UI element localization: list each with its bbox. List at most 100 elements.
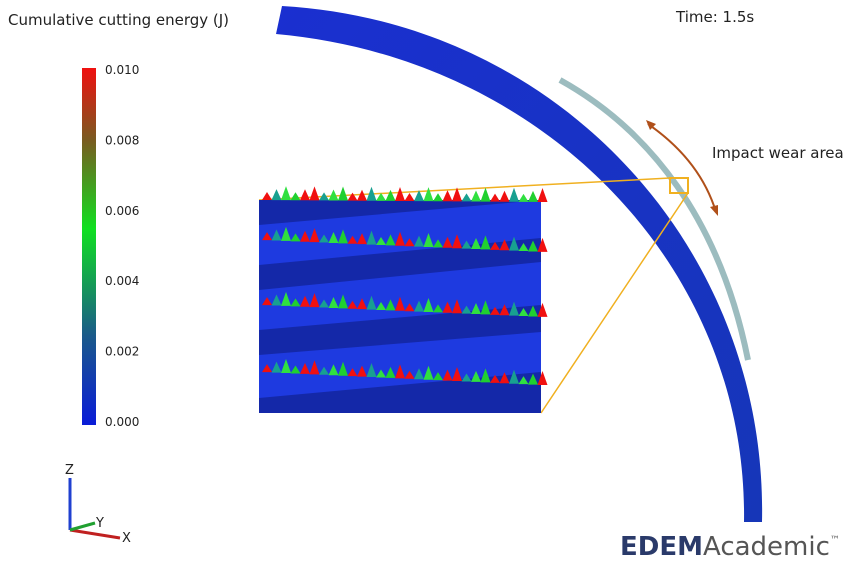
wear-particle <box>281 186 291 201</box>
wear-particle <box>528 305 538 317</box>
wear-particle <box>262 192 272 201</box>
wear-particle <box>404 303 415 312</box>
wear-particle <box>319 299 329 308</box>
wear-particle <box>490 193 500 202</box>
wear-arrow <box>647 123 717 213</box>
wear-particle <box>509 187 519 202</box>
wear-particle <box>452 299 462 314</box>
colorbar-tick: 0.010 <box>105 63 139 77</box>
wear-particle <box>357 298 367 310</box>
wear-particle <box>290 192 301 201</box>
wear-particle <box>328 231 339 243</box>
wear-particle <box>366 230 377 245</box>
wear-particle <box>376 192 386 201</box>
wear-particle <box>518 308 529 317</box>
wear-particle <box>281 359 291 374</box>
wear-particle <box>319 234 329 243</box>
wear-particle <box>404 193 415 202</box>
wear-particle <box>480 300 491 315</box>
wear-particle <box>309 360 320 375</box>
wear-particle <box>338 229 348 244</box>
axis-y: Y <box>95 516 104 531</box>
wear-particle <box>366 363 377 378</box>
colorbar-tick: 0.008 <box>105 133 139 147</box>
wear-particle <box>442 369 453 381</box>
wear-particle <box>414 368 424 380</box>
wear-particle <box>480 187 491 202</box>
wear-particle <box>442 190 453 202</box>
wear-particle <box>271 361 282 373</box>
wear-particle <box>290 233 301 242</box>
wear-particle <box>537 237 548 252</box>
wear-particle <box>395 296 405 311</box>
wear-particle <box>461 240 472 249</box>
wear-particle <box>395 186 405 201</box>
wear-particle <box>442 301 453 313</box>
wear-particle <box>328 296 339 308</box>
wear-particle <box>300 295 310 307</box>
wear-particle <box>281 291 291 306</box>
wear-particle <box>433 372 443 381</box>
wear-particle <box>376 369 386 378</box>
legend-title: Cumulative cutting energy (J) <box>8 11 229 29</box>
wear-particle <box>499 190 510 202</box>
wear-particle <box>357 189 367 201</box>
wear-particle <box>423 233 434 247</box>
wear-particle <box>414 300 424 312</box>
zoom-inset <box>259 186 548 413</box>
arrow-head <box>646 120 656 130</box>
colorbar <box>82 68 96 425</box>
wear-particle <box>452 367 462 382</box>
wear-particle <box>290 365 301 374</box>
wear-particle <box>433 304 443 313</box>
wear-particle <box>537 187 548 202</box>
wear-particle <box>309 293 320 308</box>
wear-particle <box>442 236 453 248</box>
wear-particle <box>366 295 377 310</box>
wear-particle <box>347 368 358 377</box>
wear-particle <box>281 226 291 241</box>
wear-particle <box>414 190 424 202</box>
wear-particle <box>347 235 358 244</box>
wear-particle <box>509 236 519 251</box>
wear-particle <box>385 299 396 311</box>
wear-particle <box>471 190 481 202</box>
wear-particle <box>271 229 282 241</box>
wear-particle <box>262 297 272 306</box>
wear-particle <box>300 230 310 242</box>
wear-particle <box>385 234 396 246</box>
wear-particle <box>262 232 272 241</box>
wear-texture <box>558 77 751 361</box>
wear-particle <box>309 186 320 201</box>
wear-particle <box>518 193 529 202</box>
logo-product: Academic <box>703 532 830 562</box>
wear-particle <box>518 376 529 385</box>
wear-particle <box>499 372 510 384</box>
wear-particle <box>509 301 519 316</box>
wear-particle <box>528 240 538 252</box>
wear-particle <box>499 239 510 251</box>
wear-particle <box>423 187 434 202</box>
logo: EDEMAcademic™ <box>620 532 840 562</box>
wear-particle <box>262 364 272 373</box>
wear-particle <box>528 190 538 202</box>
wear-particle <box>357 233 367 245</box>
wear-particle <box>537 302 548 317</box>
colorbar-tick: 0.002 <box>105 345 139 359</box>
wear-particle <box>423 365 434 380</box>
wear-particle <box>452 234 462 249</box>
wear-particle <box>347 300 358 309</box>
zoom-box <box>669 177 689 194</box>
axis-x: X <box>122 531 131 546</box>
wear-particle <box>338 186 348 201</box>
colorbar-tick: 0.006 <box>105 204 139 218</box>
wear-particle <box>461 305 472 314</box>
wear-particle <box>537 371 548 386</box>
wear-particle <box>395 364 405 379</box>
wear-particle <box>395 231 405 246</box>
annotation: Impact wear area <box>712 144 844 162</box>
wear-particle <box>509 369 519 384</box>
wear-particle <box>347 192 358 201</box>
colorbar-tick: 0.004 <box>105 274 139 288</box>
